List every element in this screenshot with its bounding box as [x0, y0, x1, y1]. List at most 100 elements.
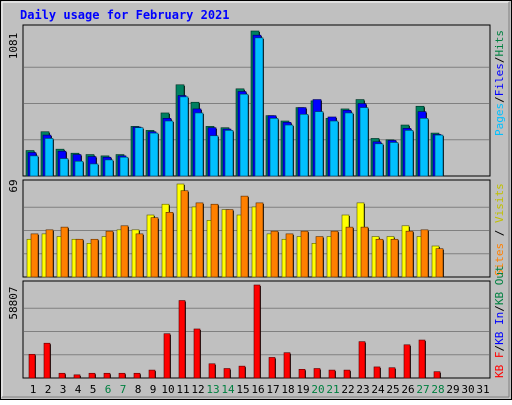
sites-bar: [90, 238, 99, 278]
pages-bar: [59, 158, 69, 177]
x-axis-day-label: 3: [60, 383, 67, 396]
sites-bar: [165, 212, 174, 278]
pages-bar: [179, 96, 189, 177]
x-axis-day-label: 26: [401, 383, 414, 396]
sites-bar: [60, 226, 69, 278]
pages-bar: [89, 163, 99, 177]
kb-f-bar: [313, 368, 321, 379]
x-axis-day-label: 11: [176, 383, 189, 396]
kb-f-bar: [133, 372, 141, 379]
sites-bar: [75, 238, 84, 278]
legend-hits: Hits: [493, 30, 506, 57]
pages-bar: [389, 142, 399, 177]
x-axis-day-label: 1: [30, 383, 37, 396]
legend-separator: /: [493, 345, 506, 352]
pages-bar: [299, 113, 309, 177]
sites-bar: [270, 230, 279, 278]
sites-bar: [285, 233, 294, 278]
kb-f-bar: [238, 365, 246, 379]
legend-kb-in: KB In: [493, 312, 506, 345]
sites-bar: [195, 202, 204, 278]
kb-f-bar: [343, 369, 351, 379]
sites-bar: [210, 203, 219, 278]
x-axis-day-label: 28: [431, 383, 444, 396]
pages-bar: [134, 127, 144, 177]
kb-f-bar: [73, 374, 81, 379]
sites-bar: [30, 233, 39, 278]
kb-f-bar: [148, 369, 156, 379]
kb-f-bar: [268, 357, 276, 379]
pages-bar: [434, 134, 444, 177]
x-axis-day-label: 21: [326, 383, 339, 396]
bottom-panel-y-max-label: 58807: [7, 286, 20, 319]
legend-kb-out: KB Out: [493, 265, 506, 305]
legend-separator: /: [493, 57, 506, 64]
kb-f-bar: [118, 372, 126, 379]
x-axis-day-label: 29: [446, 383, 459, 396]
kb-f-bar: [223, 368, 231, 379]
sites-bar: [330, 230, 339, 278]
kb-f-bar: [298, 369, 306, 379]
bottom-panel-legend: KB F/KB In/KB Out: [493, 265, 506, 378]
bars-layer: [25, 30, 444, 379]
legend-sites: Sites: [493, 243, 506, 276]
x-axis-day-label: 17: [266, 383, 279, 396]
middle-panel-y-max-label: 69: [7, 179, 20, 192]
kb-f-bar: [388, 367, 396, 379]
x-axis-day-label: 24: [371, 383, 385, 396]
legend-kb-f: KB F: [493, 352, 506, 379]
sites-bar: [105, 230, 114, 278]
kb-f-bar: [58, 372, 66, 379]
sites-bar: [315, 236, 324, 278]
pages-bar: [119, 156, 129, 177]
x-axis-day-label: 13: [206, 383, 219, 396]
x-axis-day-label: 16: [251, 383, 264, 396]
top-panel-y-max-label: 1081: [7, 33, 20, 60]
kb-f-bar: [208, 363, 216, 379]
x-axis-day-label: 27: [416, 383, 429, 396]
chart-title: Daily usage for February 2021: [20, 8, 230, 22]
kb-f-bar: [283, 352, 291, 379]
x-axis-day-label: 22: [341, 383, 354, 396]
middle-panel-legend: Sites / Visits: [493, 183, 506, 276]
pages-bar: [164, 120, 174, 177]
pages-bar: [419, 118, 429, 177]
sites-bar: [135, 233, 144, 278]
kb-f-bar: [103, 372, 111, 379]
x-axis-day-label: 9: [150, 383, 157, 396]
x-axis-day-label: 30: [461, 383, 474, 396]
x-axis-day-label: 18: [281, 383, 294, 396]
legend-separator: /: [493, 223, 506, 243]
x-axis-day-label: 2: [45, 383, 52, 396]
pages-bar: [374, 143, 384, 177]
legend-pages: Pages: [493, 103, 506, 136]
x-axis-day-label: 10: [161, 383, 174, 396]
pages-bar: [254, 37, 264, 177]
pages-bar: [74, 160, 84, 177]
x-axis-day-labels: 1 2 3 4 5 6 7 8 9 10 11 12 13 14 15 16 17 18 19 20 21 22 23 24 2…: [30, 383, 490, 396]
sites-bar: [150, 217, 159, 278]
kb-f-bar: [433, 371, 441, 379]
kb-f-bar: [373, 366, 381, 379]
legend-visits: Visits: [493, 183, 506, 223]
pages-bar: [359, 107, 369, 177]
sites-bar: [225, 209, 234, 278]
sites-bar: [120, 225, 129, 278]
pages-bar: [269, 118, 279, 177]
pages-bar: [284, 124, 294, 177]
kb-f-bar: [418, 339, 426, 379]
x-axis-day-label: 5: [90, 383, 97, 396]
x-axis-day-label: 23: [356, 383, 369, 396]
x-axis-day-label: 7: [120, 383, 127, 396]
x-axis-day-label: 25: [386, 383, 399, 396]
x-axis-day-label: 4: [75, 383, 82, 396]
pages-bar: [344, 112, 354, 177]
pages-bar: [194, 112, 204, 177]
kb-f-bar: [28, 353, 36, 379]
x-axis-day-label: 20: [311, 383, 324, 396]
pages-bar: [149, 132, 159, 177]
x-axis-day-label: 19: [296, 383, 309, 396]
pages-bar: [209, 135, 219, 177]
